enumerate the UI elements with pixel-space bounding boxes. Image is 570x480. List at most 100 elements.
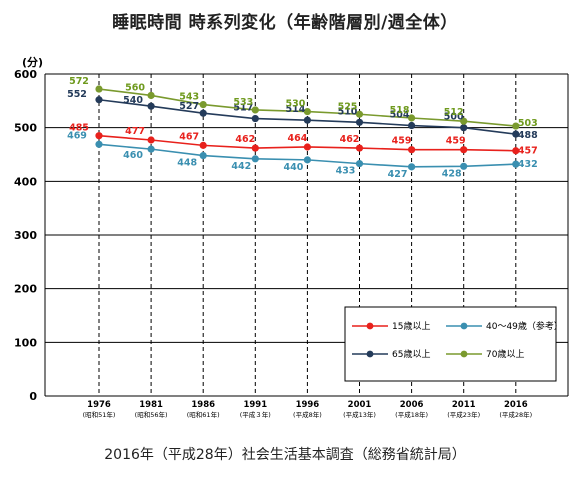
x-tick-sublabel-1991: (平成３年) [240,410,271,419]
data-point-s1-2001 [355,160,364,168]
x-tick-label-1976: 1976 [87,400,111,410]
x-axis: 1976(昭和51年)1981(昭和56年)1986(昭和61年)1991(平成… [83,400,533,419]
data-label-s0-1981: 477 [125,126,145,137]
data-point-s0-2001 [355,144,364,152]
data-point-s0-2011 [460,146,468,154]
data-point-s3-2016 [512,122,520,130]
data-point-s1-1976 [95,140,103,148]
y-tick-label-100: 100 [14,336,37,349]
x-tick-sublabel-1986: (昭和61年) [187,410,220,419]
data-label-s3-2006: 518 [390,105,410,116]
data-point-s2-1991 [251,114,259,123]
x-tick-label-1996: 1996 [296,400,320,410]
x-tick-label-1991: 1991 [243,400,267,410]
data-label-s0-1996: 464 [287,133,307,144]
data-label-s2-1991: 517 [233,103,253,114]
data-label-s2-1996: 514 [285,104,305,115]
data-point-s3-1981 [147,91,155,100]
data-label-s2-2001: 510 [338,106,358,117]
data-point-s3-2006 [408,114,416,122]
x-tick-sublabel-1981: (昭和56年) [135,410,168,419]
legend: 15歳以上 40～49歳（参考） 65歳以上 70歳以上 [344,306,563,382]
data-point-s1-1981 [147,145,155,153]
data-label-s0-1986: 467 [179,131,199,142]
data-label-s0-1976: 485 [69,123,89,134]
x-tick-label-1981: 1981 [139,400,163,410]
x-tick-label-2011: 2011 [452,400,476,410]
data-point-s0-2006 [408,146,416,154]
data-label-s2-2016: 488 [518,130,538,141]
data-label-s3-1976: 572 [69,76,89,87]
data-label-s3-2001: 525 [338,101,358,112]
data-point-s2-2011 [460,124,468,132]
data-label-s3-1986: 543 [179,92,199,103]
data-point-s2-1981 [147,102,155,110]
y-axis: 0 100 200 300 400 500 600(分) [14,55,43,403]
data-label-s0-1991: 462 [235,134,255,145]
y-tick-label-0: 0 [29,390,37,403]
data-point-s1-2011 [460,162,468,170]
legend-box [344,306,557,382]
x-tick-label-2016: 2016 [504,400,528,410]
data-label-s2-1976: 552 [67,89,87,100]
legend-swatch-marker-3 [460,350,468,358]
x-tick-sublabel-1976: (昭和51年) [83,410,116,419]
data-label-s3-1981: 560 [125,82,145,93]
data-label-s1-1996: 440 [283,162,303,173]
data-point-s1-2016 [512,160,520,168]
data-point-s2-2001 [355,118,364,126]
y-tick-label-400: 400 [14,175,37,188]
data-label-s3-1996: 530 [285,99,305,110]
data-point-s2-1996 [303,116,311,124]
data-label-s3-1991: 533 [233,97,253,108]
data-label-s0-2011: 459 [446,136,466,147]
series-layer [95,85,520,171]
data-labels: 485 477 467 462 464 462 459 459 457 469 460 448 442 4… [67,76,538,180]
data-label-s3-2016: 503 [518,118,538,129]
data-label-s1-2016: 432 [518,159,538,170]
x-tick-sublabel-2001: (平成13年) [343,410,376,419]
data-label-s0-2006: 459 [392,136,412,147]
data-label-s3-2011: 512 [444,107,464,118]
data-point-s3-2011 [460,117,468,125]
data-point-s0-1976 [95,132,103,140]
x-tick-label-2006: 2006 [400,400,424,410]
data-point-s0-1981 [147,136,155,144]
data-label-s2-1986: 527 [179,101,199,112]
x-tick-sublabel-2016: (平成28年) [499,410,532,419]
legend-swatch-marker-2 [366,350,374,358]
data-point-s3-1986 [199,100,207,109]
data-label-s0-2001: 462 [340,134,360,145]
x-tick-label-2001: 2001 [348,400,372,410]
data-point-s3-1991 [251,106,259,114]
data-point-s0-1986 [199,141,207,149]
data-label-s1-2006: 427 [388,169,408,180]
data-label-s0-2016: 457 [518,146,538,157]
data-label-s2-2006: 504 [390,110,410,121]
data-point-s0-1991 [251,144,259,152]
data-label-s1-1976: 469 [67,130,87,141]
data-point-s1-1991 [251,155,259,163]
legend-label-0: 15歳以上 [392,320,430,332]
legend-swatch-marker-0 [366,322,374,330]
data-point-s0-2016 [512,147,520,155]
data-point-s3-1996 [303,107,311,116]
data-point-s1-2006 [408,163,416,171]
data-point-s2-2006 [408,121,416,130]
y-tick-label-300: 300 [14,229,37,242]
legend-label-3: 70歳以上 [486,348,524,360]
x-tick-sublabel-2011: (平成23年) [447,410,480,419]
data-label-s1-2001: 433 [336,166,356,177]
legend-label-1: 40～49歳（参考） [486,320,563,332]
data-point-s2-1986 [199,109,207,117]
data-label-s1-1991: 442 [231,161,251,172]
legend-swatch-marker-1 [460,322,468,330]
y-tick-label-200: 200 [14,283,37,296]
x-tick-sublabel-1996: (平成8年) [293,410,322,419]
data-point-s2-1976 [95,96,103,104]
data-label-s1-1986: 448 [177,158,197,169]
y-tick-label-500: 500 [14,122,37,135]
data-point-s2-2016 [512,130,520,138]
data-point-s1-1996 [303,156,311,164]
